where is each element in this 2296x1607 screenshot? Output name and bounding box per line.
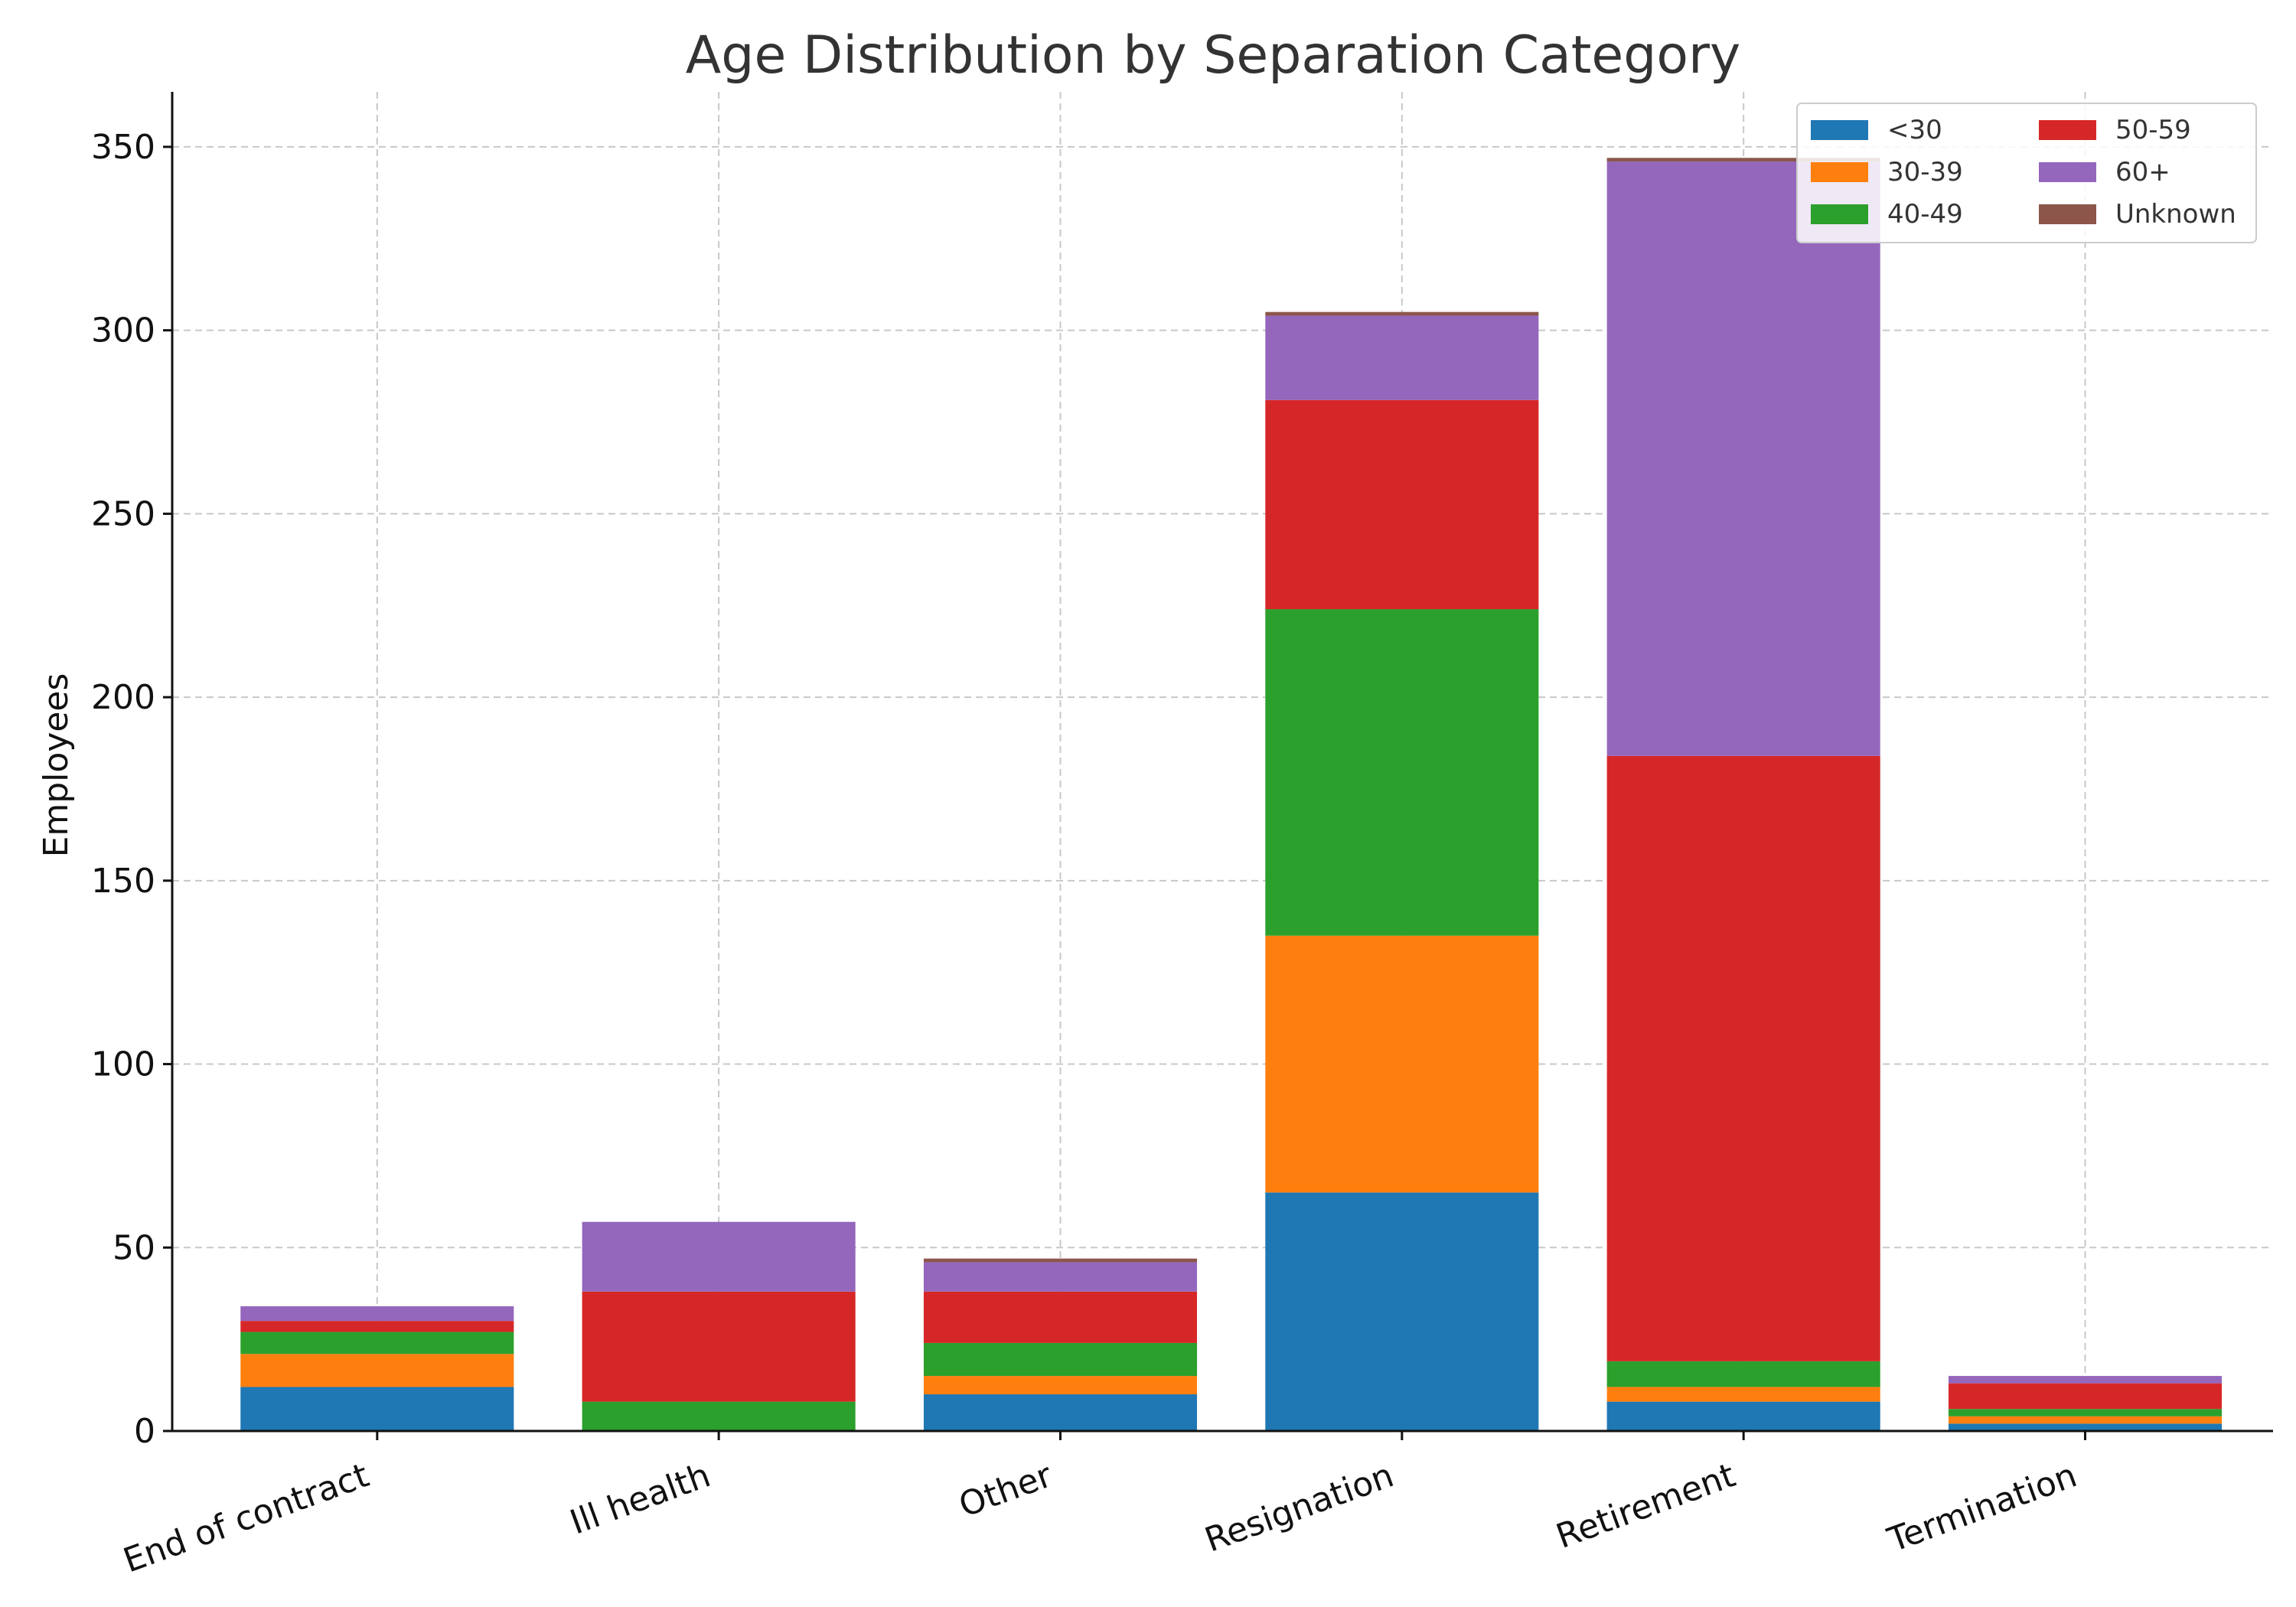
y-tick-label: 150 (91, 862, 155, 901)
y-tick-label: 100 (91, 1045, 155, 1084)
x-tick-labels: End of contract Ill health Other Resignatio… (119, 1431, 2087, 1581)
bar-segment (923, 1291, 1198, 1343)
legend-box (1796, 103, 2257, 243)
y-tick-label: 200 (91, 678, 155, 717)
y-tick-label: 0 (134, 1412, 155, 1451)
y-tick-label: 50 (113, 1228, 155, 1267)
x-tick-label: Resignation (1200, 1455, 1399, 1560)
legend-swatch (1811, 162, 1868, 182)
bar-segment (1265, 1192, 1539, 1431)
legend: <30 30-39 40-49 50-59 60+ Unknown (1796, 103, 2257, 243)
legend-swatch (2039, 120, 2096, 140)
y-tick-label: 250 (91, 494, 155, 533)
x-tick-label: Retirement (1551, 1455, 1740, 1556)
legend-label: 30-39 (1887, 157, 1963, 187)
bar-segment (1606, 755, 1880, 1361)
bar-segment (923, 1376, 1198, 1395)
y-tick-label: 350 (91, 128, 155, 167)
legend-swatch (1811, 120, 1868, 140)
bar-segment (1948, 1409, 2223, 1416)
legend-label: <30 (1887, 115, 1942, 145)
bar-segment (582, 1221, 856, 1292)
gridlines (172, 92, 2273, 1432)
bar-segment (240, 1321, 514, 1332)
legend-swatch (2039, 162, 2096, 182)
x-tick-label: Termination (1882, 1455, 2082, 1560)
bar-segment (240, 1387, 514, 1431)
bar-segment (1265, 609, 1539, 936)
x-tick-label: End of contract (119, 1455, 374, 1580)
legend-label: Unknown (2115, 199, 2236, 230)
chart-title: Age Distribution by Separation Category (686, 25, 1740, 86)
bar-segment (240, 1305, 514, 1322)
bar-segment (1606, 1361, 1880, 1387)
legend-label: 40-49 (1887, 199, 1963, 230)
bar-segment (1606, 158, 1880, 162)
bar-segment (240, 1332, 514, 1354)
bar-segment (582, 1291, 856, 1402)
bar-segment (1265, 315, 1539, 400)
bar-segment (1948, 1423, 2223, 1431)
bar-segment (1606, 161, 1880, 756)
y-axis-label: Employees (37, 673, 76, 858)
bar-segment (923, 1342, 1198, 1377)
bar-segment (1948, 1376, 2223, 1384)
bar-segment (1948, 1383, 2223, 1410)
bar-segment (923, 1394, 1198, 1431)
y-tick-labels: 0 50 100 150 200 250 300 350 (91, 128, 172, 1451)
bar-segment (1606, 1387, 1880, 1402)
x-tick-label: Other (954, 1455, 1058, 1525)
bar-segment (1265, 311, 1539, 316)
bar-segment (582, 1401, 856, 1431)
legend-label: 60+ (2115, 157, 2170, 187)
bar-segment (923, 1258, 1198, 1263)
axes (171, 92, 2273, 1433)
y-tick-label: 300 (91, 311, 155, 350)
bar-segment (240, 1354, 514, 1387)
legend-label: 50-59 (2115, 115, 2191, 145)
bar-segment (923, 1262, 1198, 1292)
legend-swatch (1811, 204, 1868, 224)
bar-segment (1948, 1416, 2223, 1424)
legend-swatch (2039, 204, 2096, 224)
bars (240, 158, 2223, 1431)
bar-segment (1606, 1401, 1880, 1431)
bar-segment (1265, 399, 1539, 610)
bar-segment (1265, 935, 1539, 1193)
x-tick-label: Ill health (565, 1455, 716, 1542)
